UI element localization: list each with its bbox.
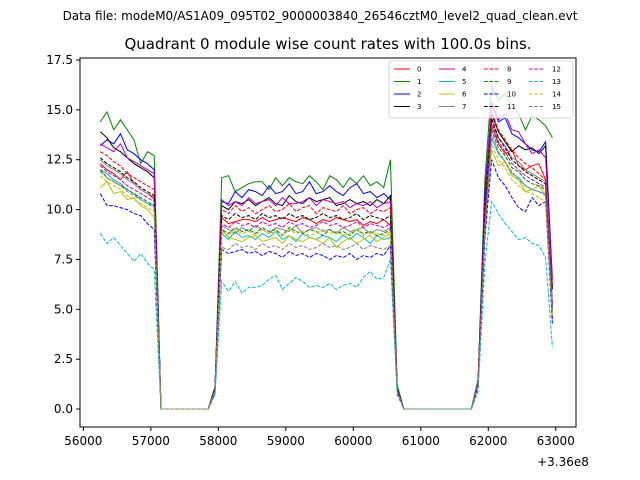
legend-label-7: 7 [462, 103, 466, 111]
y-tick-label: 0.0 [54, 402, 73, 416]
axes-frame [79, 57, 577, 428]
x-tick-label: 61000 [402, 434, 440, 448]
legend-label-10: 10 [507, 91, 516, 99]
legend-frame [388, 60, 574, 119]
x-axis: 56000 57000 58000 59000 60000 61000 62000 63000 [64, 427, 575, 448]
x-tick-label: 59000 [267, 434, 305, 448]
series-line-13 [99, 200, 553, 410]
legend-label-12: 12 [552, 66, 561, 74]
x-tick-label: 58000 [199, 434, 237, 448]
x-tick-label: 56000 [64, 434, 102, 448]
legend-label-6: 6 [462, 91, 467, 99]
legend-label-4: 4 [462, 66, 467, 74]
y-tick-label: 12.5 [46, 153, 73, 167]
legend-label-5: 5 [462, 78, 466, 86]
y-tick-label: 10.0 [46, 203, 73, 217]
x-tick-label: 63000 [537, 434, 575, 448]
legend-label-1: 1 [417, 78, 421, 86]
x-tick-label: 57000 [132, 434, 170, 448]
y-tick-label: 5.0 [54, 302, 73, 316]
plot-area [99, 84, 553, 410]
y-tick-label: 7.5 [54, 252, 73, 266]
y-tick-label: 2.5 [54, 352, 73, 366]
series-line-15 [99, 133, 553, 410]
x-tick-label: 62000 [469, 434, 507, 448]
legend-label-2: 2 [417, 91, 421, 99]
legend-label-9: 9 [507, 78, 511, 86]
legend-label-8: 8 [507, 66, 511, 74]
legend-label-3: 3 [417, 103, 421, 111]
suptitle: Data file: modeM0/AS1A09_095T02_90000038… [63, 9, 578, 23]
legend-label-14: 14 [552, 91, 561, 99]
y-tick-label: 17.5 [46, 53, 73, 67]
legend-label-15: 15 [552, 103, 561, 111]
y-tick-label: 15.0 [46, 103, 73, 117]
y-axis: 0.0 2.5 5.0 7.5 10.0 12.5 15.0 17.5 [46, 53, 80, 416]
chart-title: Quadrant 0 module wise count rates with … [124, 35, 531, 53]
legend-label-0: 0 [417, 66, 421, 74]
legend-label-13: 13 [552, 78, 561, 86]
x-tick-label: 60000 [334, 434, 372, 448]
x-offset-label: +3.36e8 [537, 455, 589, 469]
legend-label-11: 11 [507, 103, 516, 111]
